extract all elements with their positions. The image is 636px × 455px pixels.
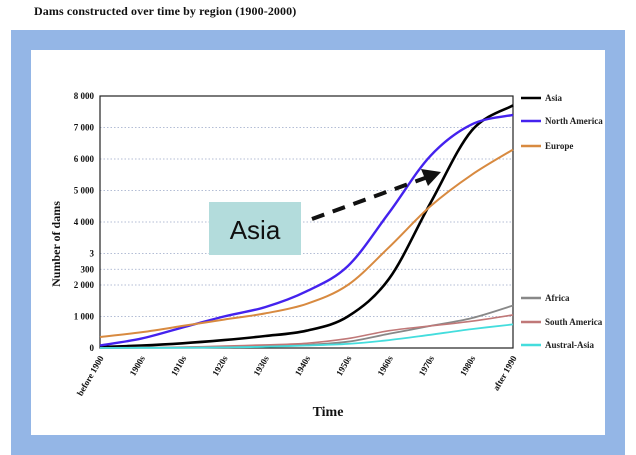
series-line-asia	[99, 104, 514, 349]
series-line-north-america	[99, 113, 514, 347]
x-axis-label: Time	[313, 405, 344, 420]
series-lines	[99, 104, 514, 349]
x-tick-label: 1980s	[458, 354, 478, 378]
x-tick-label: 1920s	[210, 354, 230, 378]
y-tick-label: 3	[90, 249, 95, 259]
series-line-africa	[99, 304, 514, 349]
y-tick-label: 300	[81, 264, 95, 274]
legend-label-asia: Asia	[545, 93, 563, 103]
annotation-arrow-line	[311, 176, 426, 221]
gridlines	[100, 127, 513, 317]
x-tick-label: 1950s	[334, 354, 354, 378]
y-tick-label: 0	[90, 343, 95, 353]
annotation-box	[209, 202, 301, 255]
x-tick-label: 1910s	[169, 354, 189, 378]
series-line-europe	[99, 148, 514, 338]
y-tick-label: 8 000	[74, 91, 95, 101]
annotation-label: Asia	[230, 215, 281, 245]
y-tick-label: 6 000	[74, 154, 95, 164]
x-tick-label: after 1990	[491, 354, 519, 393]
series-line-austral-asia	[99, 323, 514, 349]
page-title: Dams constructed over time by region (19…	[34, 4, 297, 18]
x-tick-label: 1940s	[293, 354, 313, 378]
x-tick-label: 1900s	[128, 354, 148, 378]
y-tick-label: 5 000	[74, 186, 95, 196]
annotation-arrow-head	[421, 169, 441, 186]
y-tick-label: 1 000	[74, 312, 95, 322]
x-tick-label: 1960s	[375, 354, 395, 378]
x-tick-label: 1970s	[417, 354, 437, 378]
y-tick-label: 7 000	[74, 123, 95, 133]
legend-label-austral-asia: Austral-Asia	[545, 340, 594, 350]
y-tick-label: 2 000	[74, 280, 95, 290]
x-tick-label: 1930s	[252, 354, 272, 378]
chart-panel	[31, 50, 605, 435]
legend-label-europe: Europe	[545, 141, 573, 151]
asia-annotation: Asia	[209, 169, 441, 255]
legend: Asia North America Europe Africa South Ameri…	[521, 93, 603, 350]
x-tick-label: before 1900	[75, 354, 106, 398]
legend-label-africa: Africa	[545, 293, 570, 303]
y-tick-label: 4 000	[74, 217, 95, 227]
legend-label-north-america: North America	[545, 116, 603, 126]
y-axis-label: Number of dams	[49, 201, 63, 287]
plot-area	[99, 95, 514, 349]
y-axis-ticks: 1 000 2 000 300 3 4 000 5 000 6 000 7 000 8 000 0	[74, 91, 95, 353]
x-axis-ticks: before 1900 1900s 1910s 1920s 1930s 1940s 1950…	[75, 354, 519, 398]
legend-label-south-america: South America	[545, 317, 603, 327]
